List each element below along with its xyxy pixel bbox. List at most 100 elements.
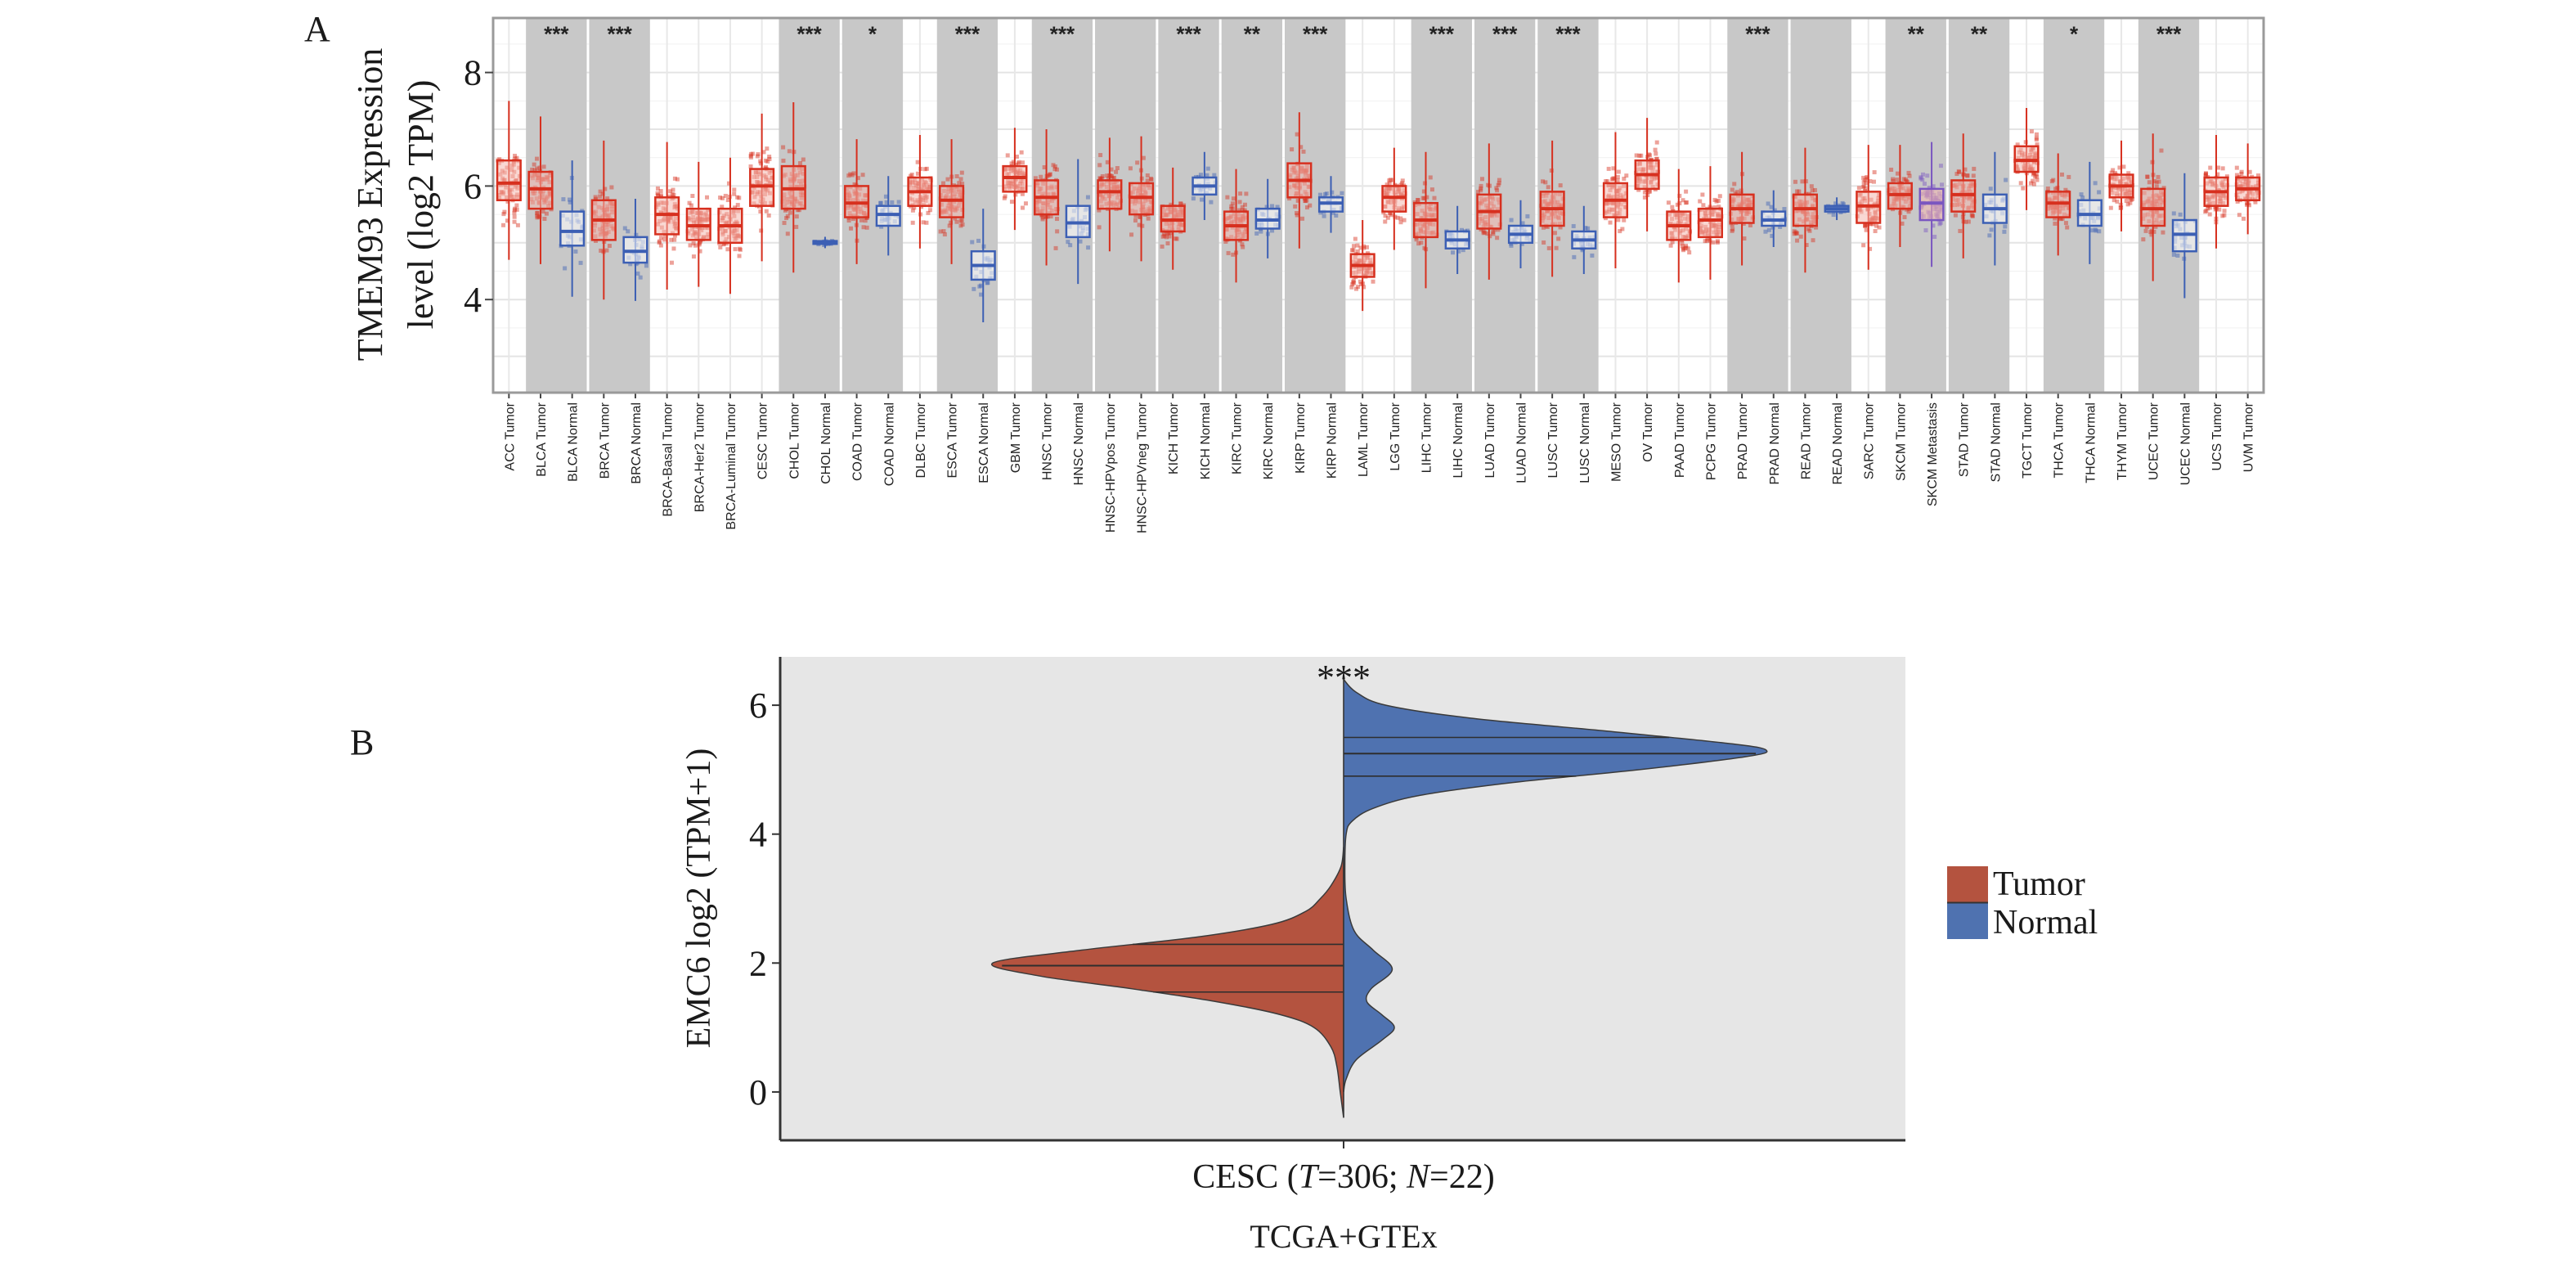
- data-point: [658, 243, 663, 248]
- data-point: [603, 187, 608, 191]
- data-point: [1178, 201, 1183, 206]
- data-point: [1496, 182, 1501, 187]
- data-point: [1002, 196, 1007, 200]
- box-thca-normal: [2076, 161, 2103, 264]
- data-point: [2141, 237, 2146, 242]
- data-point: [1048, 214, 1053, 219]
- data-point: [1895, 171, 1900, 176]
- data-point: [1304, 205, 1309, 210]
- data-point: [1398, 182, 1403, 187]
- data-point: [1105, 173, 1110, 178]
- data-point: [1687, 250, 1692, 255]
- x-tick-label: UVM Tumor: [2242, 402, 2256, 472]
- data-point: [1705, 236, 1710, 241]
- x-tick-label: PRAD Normal: [1768, 402, 1782, 484]
- data-point: [756, 152, 761, 157]
- box-brca-tumor: [590, 140, 617, 300]
- data-point: [2245, 201, 2250, 206]
- data-point: [1940, 182, 1945, 187]
- data-point: [1865, 176, 1869, 181]
- data-point: [1479, 177, 1484, 182]
- data-point: [1703, 239, 1708, 244]
- data-point: [921, 220, 926, 225]
- data-point: [2115, 199, 2120, 204]
- data-point: [1055, 229, 1060, 234]
- data-point: [535, 156, 540, 161]
- x-tick-label: DLBC Tumor: [914, 402, 928, 478]
- data-point: [1863, 223, 1868, 228]
- data-point: [541, 164, 546, 169]
- data-point: [1240, 242, 1245, 247]
- data-point: [2220, 213, 2225, 218]
- data-point: [1794, 231, 1799, 236]
- data-point: [785, 231, 790, 236]
- data-point: [672, 176, 677, 181]
- violin-shape: [1343, 677, 1768, 1093]
- data-point: [1543, 180, 1548, 185]
- panel-b-plot-area: *** 0 2 4 6: [749, 657, 1905, 1148]
- data-point: [1730, 187, 1735, 192]
- data-point: [2149, 228, 2154, 233]
- data-point: [764, 209, 769, 213]
- data-point: [1115, 166, 1120, 171]
- data-point: [705, 195, 710, 200]
- data-point: [1303, 199, 1308, 204]
- data-point: [635, 271, 640, 276]
- data-point: [985, 281, 990, 285]
- data-point: [2113, 171, 2118, 176]
- data-point: [1003, 194, 1008, 199]
- data-point: [1317, 192, 1322, 197]
- x-tick-label: BRCA Tumor: [598, 402, 612, 479]
- data-point: [1052, 164, 1057, 169]
- data-point: [912, 205, 917, 210]
- data-point: [1295, 213, 1299, 218]
- data-point: [1231, 252, 1236, 257]
- data-point: [1717, 194, 1722, 199]
- box-blca-tumor: [527, 116, 554, 264]
- data-point: [1906, 209, 1911, 214]
- y-tick-label: 6: [464, 166, 482, 206]
- y-tick-label: 8: [464, 53, 482, 93]
- data-point: [1358, 279, 1362, 284]
- data-point: [514, 207, 519, 212]
- data-point: [2145, 174, 2150, 179]
- data-point: [1647, 188, 1652, 193]
- data-point: [1324, 191, 1329, 196]
- data-point: [2153, 224, 2158, 229]
- data-point: [1864, 227, 1869, 232]
- data-point: [598, 189, 603, 194]
- data-point: [1068, 243, 1073, 248]
- panel-b-label: B: [350, 722, 374, 762]
- data-point: [2021, 186, 2026, 191]
- data-point: [1965, 173, 1970, 178]
- data-point: [2245, 202, 2250, 207]
- data-point: [2208, 165, 2213, 170]
- data-point: [1230, 206, 1235, 211]
- x-tick-label: COAD Normal: [882, 402, 896, 486]
- data-point: [1133, 218, 1138, 223]
- data-point: [675, 177, 680, 182]
- data-point: [794, 214, 799, 219]
- data-point: [1351, 278, 1356, 283]
- data-point: [2207, 205, 2212, 210]
- data-point: [1778, 225, 1783, 230]
- data-point: [846, 173, 851, 178]
- data-point: [1685, 246, 1690, 251]
- data-point: [1362, 244, 1367, 249]
- box-iqr: [559, 210, 586, 247]
- data-point: [2253, 200, 2258, 205]
- data-point: [2242, 216, 2246, 221]
- data-point: [2124, 199, 2129, 204]
- data-point: [1590, 253, 1595, 258]
- significance-marker: *: [868, 21, 877, 46]
- data-point: [1016, 161, 1021, 166]
- data-point: [1097, 208, 1102, 213]
- box-kirc-tumor: [1223, 169, 1250, 283]
- data-point: [1137, 222, 1142, 227]
- data-point: [2097, 190, 2102, 195]
- x-tick-label: LIHC Normal: [1452, 402, 1465, 478]
- data-point: [958, 223, 963, 228]
- data-point: [1051, 163, 1056, 168]
- data-point: [1085, 195, 1090, 200]
- data-point: [1491, 230, 1496, 235]
